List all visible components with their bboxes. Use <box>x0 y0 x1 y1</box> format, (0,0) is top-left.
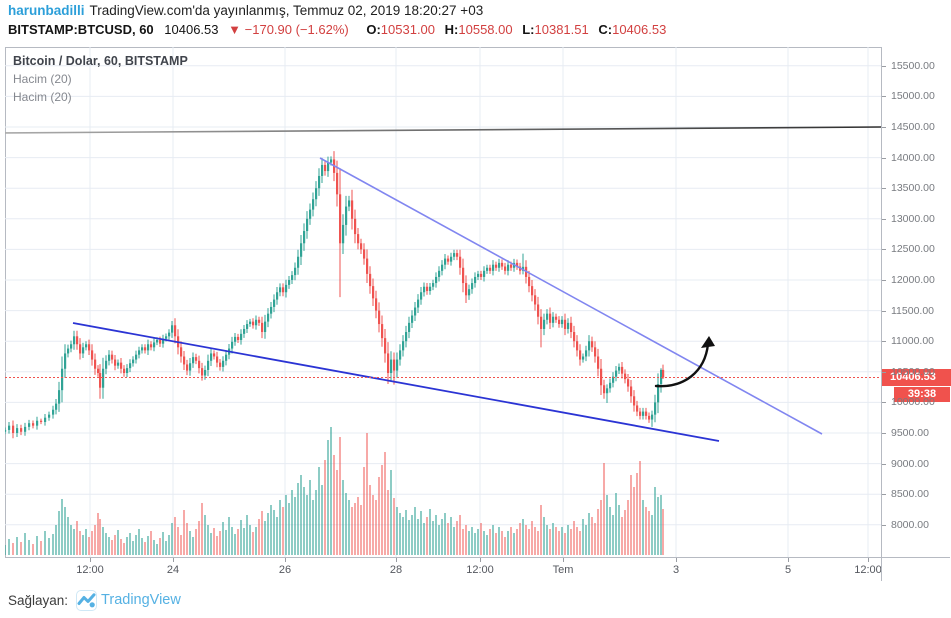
price-tick-mark <box>882 341 886 343</box>
time-tick-mark <box>396 558 397 562</box>
last-price-axis-label: 10406.53 <box>882 369 951 387</box>
time-tick-label: 12:00 <box>854 564 881 576</box>
price-tick-label: 9500.00 <box>891 427 929 439</box>
high-value: 10558.00 <box>458 22 513 37</box>
low-label: L: <box>522 22 535 37</box>
legend-volume-indicator-2[interactable]: Hacim (20) <box>13 90 72 104</box>
price-tick-label: 10500.00 <box>891 365 935 378</box>
price-tick-label: 13500.00 <box>891 182 935 195</box>
annotation-arrowhead <box>701 336 715 348</box>
volume-bars <box>5 427 664 555</box>
annotation-arrow[interactable] <box>654 342 710 388</box>
price-tick-mark <box>882 402 886 404</box>
price-tick-mark <box>882 280 886 281</box>
time-tick-mark <box>173 558 174 562</box>
chart-legend: Bitcoin / Dolar, 60, BITSTAMP Hacim (20)… <box>13 52 188 106</box>
candlesticks <box>5 151 665 439</box>
price-tick-mark <box>882 157 886 159</box>
price-tick-mark <box>882 463 886 465</box>
price-tick-mark <box>882 249 886 251</box>
low-value: 10381.51 <box>534 22 589 37</box>
price-tick-mark <box>882 310 886 312</box>
price-tick-mark <box>882 218 886 220</box>
open-label: O: <box>366 22 381 37</box>
price-tick-label: 8500.00 <box>891 488 929 501</box>
price-tick-label: 11500.00 <box>891 304 935 317</box>
trendline-lower-descending[interactable] <box>72 322 720 442</box>
legend-symbol-title[interactable]: Bitcoin / Dolar, 60, BITSTAMP <box>13 54 188 68</box>
provider-link[interactable]: TradingView <box>101 592 181 608</box>
price-tick-mark <box>882 524 886 526</box>
open-value: 10531.00 <box>380 22 436 37</box>
time-tick-label: Tem <box>552 564 574 576</box>
time-tick-mark <box>788 558 789 562</box>
price-tick-label: 11000.00 <box>891 335 935 348</box>
time-tick-label: 5 <box>784 564 792 576</box>
time-tick-label: 12:00 <box>76 564 104 576</box>
publish-info-line: harunbadilli TradingView.com'da yayınlanm… <box>8 3 483 18</box>
price-tick-mark <box>882 127 886 128</box>
time-tick-mark <box>480 558 481 562</box>
axis-corner-cell <box>881 557 950 581</box>
down-arrow-icon: ▼ <box>228 22 242 37</box>
time-tick-mark <box>285 558 286 562</box>
price-tick-mark <box>882 65 886 67</box>
price-tick-label: 15000.00 <box>891 90 935 103</box>
price-tick-label: 8000.00 <box>891 518 929 531</box>
high-label: H: <box>444 22 459 37</box>
time-tick-label: 28 <box>389 564 403 576</box>
time-tick-label: 26 <box>278 564 292 576</box>
tradingview-logo-icon[interactable] <box>76 589 98 611</box>
price-tick-label: 14000.00 <box>891 151 935 164</box>
price-tick-label: 13000.00 <box>891 212 935 225</box>
time-tick-mark <box>563 558 564 562</box>
provider-label: Sağlayan: <box>8 592 69 608</box>
price-tick-label: 12500.00 <box>891 243 935 256</box>
symbol-name[interactable]: BITSTAMP:BTCUSD, 60 <box>8 22 154 37</box>
price-change: −170.90 (−1.62%) <box>244 22 349 37</box>
published-text: TradingView.com'da yayınlanmış, Temmuz 0… <box>89 3 484 18</box>
time-tick-mark <box>868 558 869 562</box>
trendline-upper-descending[interactable] <box>319 157 823 435</box>
horizontal-gray-trendline[interactable] <box>5 126 881 134</box>
price-tick-mark <box>882 494 886 496</box>
time-tick-label: 12:00 <box>466 564 494 576</box>
price-tick-label: 12000.00 <box>891 274 935 286</box>
chart-canvas <box>5 47 881 557</box>
gridlines <box>5 47 881 557</box>
legend-volume-indicator-1[interactable]: Hacim (20) <box>13 72 72 86</box>
price-tick-mark <box>882 96 886 98</box>
price-tick-label: 9000.00 <box>891 457 929 470</box>
time-axis[interactable]: 12:00 24 26 28 12:00 Tem 3 5 12:00 <box>5 557 881 581</box>
price-tick-mark <box>882 371 886 373</box>
bar-countdown-badge: 39:38 <box>894 387 950 403</box>
last-price: 10406.53 <box>164 22 219 37</box>
time-tick-mark <box>676 558 677 562</box>
provider-attribution: Sağlayan: TradingView <box>8 589 181 611</box>
price-tick-label: 15500.00 <box>891 59 935 72</box>
symbol-status-line: BITSTAMP:BTCUSD, 60 10406.53 ▼ −170.90 (… <box>8 22 666 37</box>
price-tick-label: 10000.00 <box>891 396 935 409</box>
chart-plot-area[interactable] <box>5 47 881 557</box>
time-tick-mark <box>90 558 91 562</box>
price-tick-mark <box>882 188 886 190</box>
time-tick-label: 24 <box>166 564 180 576</box>
author-link[interactable]: harunbadilli <box>8 3 85 18</box>
price-tick-mark <box>882 433 886 434</box>
price-axis[interactable]: 10406.53 39:38 8000.00 8500.00 9000.00 9500… <box>881 47 951 557</box>
close-label: C: <box>598 22 613 37</box>
time-tick-label: 3 <box>672 564 680 576</box>
close-value: 10406.53 <box>612 22 667 37</box>
price-tick-label: 14500.00 <box>891 121 935 133</box>
